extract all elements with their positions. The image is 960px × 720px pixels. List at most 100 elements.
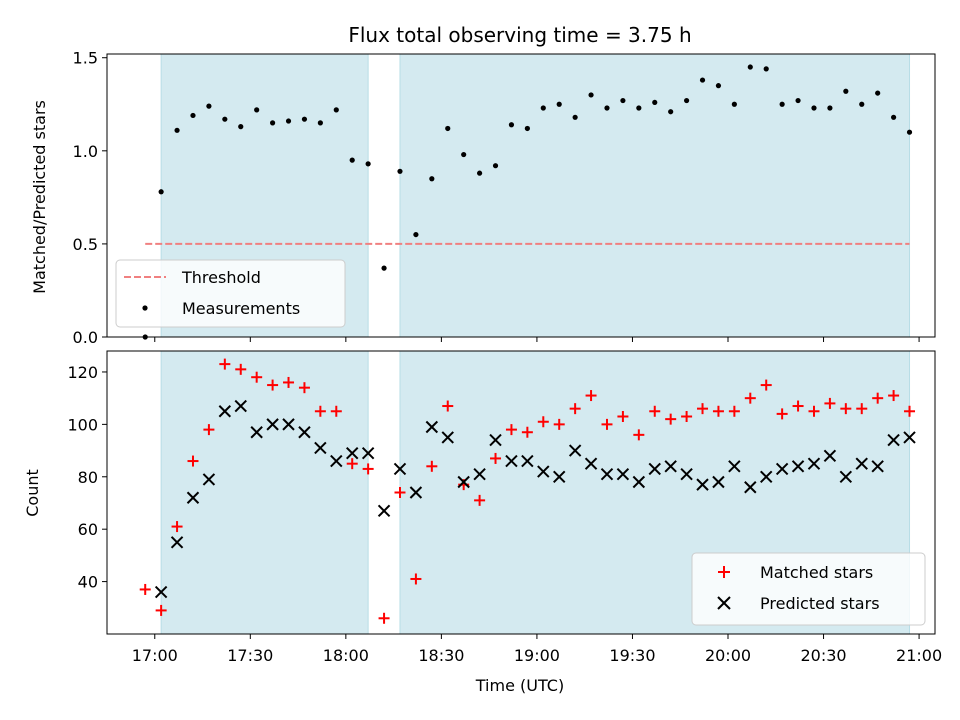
predicted-star-d2 — [457, 475, 470, 489]
bottom-x-tick-label: 18:00 — [323, 646, 369, 665]
predicted-star-d2 — [568, 444, 582, 457]
predicted-star-point — [298, 426, 311, 439]
predicted-star-point — [871, 460, 884, 473]
bottom-x-tick-label: 20:30 — [800, 646, 846, 665]
measurement-point — [588, 92, 594, 98]
measurement-point — [317, 120, 323, 126]
matched-star-point — [872, 392, 884, 404]
predicted-star-point — [425, 420, 439, 434]
matched-star-point — [139, 583, 151, 595]
predicted-star-d2 — [775, 462, 789, 476]
measurement-point — [254, 107, 260, 113]
matched-star-point — [744, 392, 756, 404]
predicted-star-d2 — [744, 481, 757, 494]
predicted-star-d2 — [696, 478, 709, 491]
predicted-star-d2 — [887, 433, 900, 447]
predicted-star-point — [282, 418, 295, 431]
predicted-star-d2 — [871, 460, 884, 473]
measurement-point — [365, 161, 371, 167]
bottom-x-tick-label: 18:30 — [418, 646, 464, 665]
measurement-point — [556, 101, 562, 107]
predicted-star-point — [903, 431, 916, 444]
matched-star-point — [712, 405, 724, 417]
predicted-star-point — [760, 470, 773, 483]
predicted-star-d2 — [584, 457, 598, 470]
matched-star-point — [681, 411, 693, 423]
predicted-star-d2 — [250, 426, 263, 439]
matched-star-point — [410, 573, 422, 585]
bottom-x-tick-label: 19:00 — [514, 646, 560, 665]
matched-star-point — [203, 424, 215, 436]
measurement-point — [811, 105, 817, 111]
top-y-tick-label: 1.5 — [73, 49, 98, 68]
matched-star-point — [697, 403, 709, 415]
predicted-star-d2 — [393, 462, 407, 476]
matched-star-point — [840, 403, 852, 415]
predicted-star-d2 — [712, 475, 725, 489]
predicted-star-point — [457, 475, 470, 489]
predicted-star-d2 — [170, 536, 184, 549]
observing-window-2 — [399, 53, 911, 338]
predicted-star-point — [377, 504, 391, 518]
predicted-star-d2 — [266, 418, 279, 431]
measurement-point — [652, 99, 658, 106]
matched-legend-label: Matched stars — [760, 563, 873, 582]
top-y-tick-label: 0.5 — [73, 235, 98, 254]
predicted-star-d2 — [473, 467, 486, 481]
measurement-point — [206, 103, 212, 109]
predicted-star-point — [521, 454, 534, 468]
measurement-point — [906, 129, 913, 135]
bottom-y-tick-label: 60 — [78, 520, 98, 539]
predicted-star-point — [330, 454, 343, 468]
predicted-star-point — [441, 431, 454, 444]
matched-star-point — [314, 405, 326, 417]
predicted-star-point — [314, 441, 327, 455]
predicted-star-point — [855, 457, 868, 470]
predicted-star-d2 — [760, 470, 773, 483]
predicted-star-d2 — [903, 431, 916, 444]
predicted-star-d2 — [441, 431, 454, 444]
predicted-star-point — [664, 460, 677, 473]
predicted-star-point — [218, 405, 232, 418]
predicted-star-point — [202, 473, 216, 486]
predicted-legend-label: Predicted stars — [760, 594, 880, 613]
measurement-point — [333, 107, 339, 113]
predicted-star-point — [712, 475, 725, 489]
measurement-point — [429, 176, 435, 182]
measurement-point — [604, 105, 610, 111]
matched-star-point — [601, 418, 613, 430]
predicted-star-d2 — [728, 460, 741, 473]
predicted-star-point — [568, 444, 582, 457]
matched-star-point — [235, 363, 247, 375]
measurement-point — [540, 105, 546, 111]
predicted-star-d2 — [218, 405, 232, 418]
bottom-x-tick-label: 21:00 — [896, 646, 942, 665]
matched-star-point — [553, 418, 565, 430]
predicted-star-d2 — [839, 470, 853, 483]
measurement-point — [413, 231, 419, 238]
measurement-point — [190, 112, 196, 119]
measurement-point — [524, 125, 530, 132]
ratio-panel: 0.0 0.5 1.0 1.5 Matched/Predicted stars Thr… — [30, 49, 936, 347]
chart-title: Flux total observing time = 3.75 h — [348, 23, 691, 47]
measurement-point — [222, 116, 228, 122]
predicted-star-point — [728, 460, 741, 473]
predicted-star-d2 — [632, 475, 646, 489]
bottom-x-ticks: 17:00 17:30 18:00 18:30 19:00 19:30 20:00 20:30… — [132, 634, 942, 665]
measurement-point — [381, 265, 387, 271]
predicted-star-d2 — [409, 486, 423, 499]
measurement-point — [859, 101, 865, 107]
bottom-x-tick-label: 17:30 — [227, 646, 273, 665]
predicted-star-point — [505, 454, 518, 468]
matched-star-point — [362, 463, 374, 475]
matched-star-point — [585, 390, 597, 402]
bottom-y-ticks: 40 60 80 100 120 — [67, 363, 107, 592]
predicted-star-point — [839, 470, 853, 483]
predicted-star-point — [744, 481, 757, 494]
measurement-point — [827, 105, 833, 111]
matched-star-point — [824, 397, 836, 409]
predicted-star-point — [266, 418, 279, 431]
predicted-star-d2 — [521, 454, 534, 468]
measurement-point — [477, 170, 483, 176]
observing-window-1 — [160, 350, 369, 635]
